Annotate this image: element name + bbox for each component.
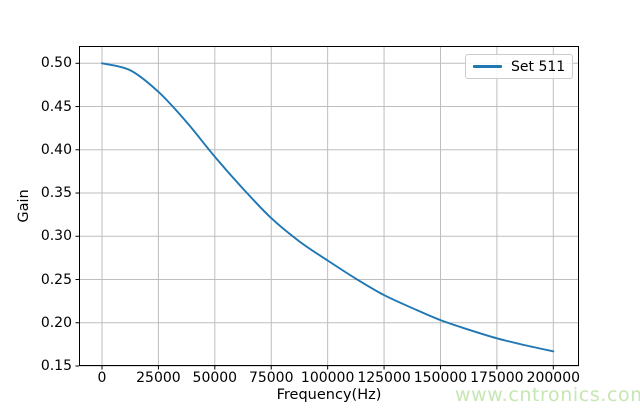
legend-line-sample	[473, 65, 502, 68]
grid-lines	[79, 46, 579, 367]
y-tick-label: 0.40	[40, 141, 72, 158]
x-tick-label: 100000	[300, 370, 355, 386]
x-tick-label: 50000	[192, 370, 238, 386]
legend-entry-label: Set 511	[511, 58, 566, 75]
y-tick-label: 0.50	[40, 55, 72, 72]
legend: Set 511	[465, 54, 574, 79]
y-tick-label: 0.20	[40, 314, 72, 331]
x-tick-label: 175000	[470, 370, 524, 386]
x-tick-label: 125000	[357, 370, 411, 386]
tick-marks	[75, 62, 554, 370]
x-tick-label: 0	[97, 370, 107, 386]
x-tick-label: 75000	[248, 370, 294, 386]
y-tick-label: 0.35	[40, 185, 72, 202]
y-tick-label: 0.30	[40, 228, 72, 245]
y-tick-label: 0.45	[40, 98, 72, 115]
x-axis-label: Frequency(Hz)	[276, 387, 382, 403]
x-tick-label: 25000	[136, 370, 181, 386]
y-tick-label: 0.15	[40, 358, 72, 374]
x-tick-label: 200000	[526, 370, 581, 386]
gain-curve-line	[101, 62, 555, 353]
x-tick-label: 150000	[413, 370, 468, 386]
watermark: www.cntronics.com	[455, 384, 640, 406]
plot-border	[79, 46, 579, 366]
y-tick-label: 0.25	[40, 271, 72, 288]
